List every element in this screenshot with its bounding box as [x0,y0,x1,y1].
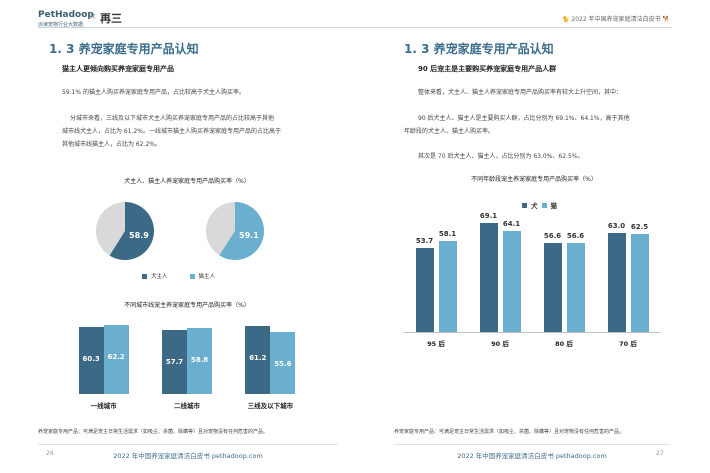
right-para-2: 90 后犬主人、猫主人是主要购买人群，占比分别为 69.1%、64.1%，高于其… [404,112,684,138]
city-bar-chart: 60.3 62.2 一线城市 57.7 58.8 二线城市 61.2 55.6 三线及以下城市 [62,316,312,411]
pie-slice-0 [109,202,154,260]
legend-swatch-cat [541,202,547,208]
legend-label-cat: 猫主人 [198,274,216,280]
category-label-1: 二线城市 [173,402,200,410]
bar-label-2-0: 61.2 [249,353,267,362]
legend-swatch-dog [142,273,147,279]
bar-2-0 [543,242,562,332]
city-bar-chart-title: 不同城市线宠主养宠家庭专用产品购买率（%） [124,302,250,309]
logo-subtitle: 派读宠物行业大数据 [38,22,84,28]
pie-slice-1 [219,202,264,260]
right-para-1: 整体来看，犬主人、猫主人养宠家庭专用产品购买率有较大上升空间，其中： [418,89,623,96]
bar-0-1 [103,324,129,394]
pie-legend: 犬主人 猫主人 [142,272,215,280]
bar-2-1 [566,242,585,332]
age-legend: 犬 猫 [522,200,557,210]
left-subtitle: 猫主人更倾向购买养宠家庭专用产品 [62,65,174,73]
pie-label-1: 59.1 [239,231,259,240]
right-subtitle: 90 后宠主是主要购买养宠家庭专用产品人群 [418,65,557,73]
legend-label-dog: 犬主人 [151,274,168,280]
category-label-3: 70 后 [619,340,637,348]
bar-1-0 [162,329,187,394]
partner-logo: 再三 [100,12,122,25]
bar-3-1 [630,233,649,332]
right-note: 养宠家庭专用产品：可满足宠主日常生活需求（如吸尘、杀菌、除螨等）且对宠物没有任何… [394,429,625,435]
left-page-number: 26 [46,450,54,457]
category-label-2: 80 后 [555,340,573,348]
right-footer: 2022 年中国养宠家庭清洁白皮书 pethadoop.com [457,452,607,460]
left-footer-divider [38,444,338,445]
bar-0-1 [438,240,457,332]
left-section-title: 1. 3 养宠家庭专用产品认知 [49,42,199,56]
right-section-title: 1. 3 养宠家庭专用产品认知 [404,42,554,56]
pethadoop-logo: PetHadoop 派读宠物行业大数据 [38,10,94,28]
bar-label-2-1: 56.6 [566,231,585,240]
bar-1-0 [479,223,498,332]
pie-chart-title: 犬主人、猫主人养宠家庭专用产品购买率（%） [124,178,250,185]
dog-icon: 🐕 [662,16,670,23]
x-axis-line [404,332,660,333]
legend-label-cat: 猫 [550,202,558,210]
bar-2-1 [270,332,296,394]
left-para-1: 59.1% 的猫主人购买养宠家庭专用产品，占比较高于犬主人购买率。 [62,89,245,96]
bar-3-0 [607,232,626,332]
bar-label-1-1: 64.1 [502,220,521,229]
bar-label-1-0: 69.1 [479,212,498,221]
left-para-2-line-2: 城市线犬主人，占比为 61.2%。一线城市猫主人购买养宠家庭专用产品的占比高于 [62,128,281,135]
bar-label-2-1: 55.6 [274,360,292,369]
category-label-2: 三线及以下城市 [247,402,294,410]
right-para-3: 其次是 70 后犬主人、猫主人，占比分别为 63.0%、62.5%。 [418,153,584,160]
logo-separator: × [89,12,97,22]
age-bar-chart-title: 不同年龄段宠主养宠家庭专用产品购买率（%） [471,176,597,183]
bar-label-0-0: 60.3 [82,354,100,363]
category-label-1: 90 后 [491,340,509,348]
bar-label-0-1: 62.2 [107,352,125,361]
legend-swatch-dog [522,202,527,208]
report-title: 🐈 2022 年中国养宠家庭清洁白皮书 🐕 [562,16,670,23]
legend-swatch-cat [189,273,195,279]
left-footer: 2022 年中国养宠家庭清洁白皮书 pethadoop.com [113,452,263,460]
bar-1-1 [502,231,521,332]
pie-label-0: 58.9 [129,231,149,240]
left-para-2: 分城市来看，三线及以下城市犬主人购买养宠家庭专用产品的占比较高于其他 城市线犬主… [62,112,342,151]
left-para-2-line-3: 其他城市线猫主人，占比为 62.2%。 [62,141,161,148]
header-divider [38,27,672,28]
bar-label-3-0: 63.0 [607,221,626,230]
age-bar-chart: 53.7 58.1 95 后 69.1 64.1 90 后 56.6 56.6 80 后 63.0… [404,212,660,349]
bar-1-1 [187,328,212,394]
legend-label-dog: 犬 [531,202,538,210]
bar-0-0 [78,326,104,394]
bar-label-2-0: 56.6 [543,231,562,240]
bar-2-0 [245,325,271,394]
right-para-2-line-2: 年龄段的犬主人、猫主人购买率。 [404,128,495,135]
right-footer-divider [394,444,670,445]
cat-icon: 🐈 [562,16,570,23]
bar-label-3-1: 62.5 [630,222,649,231]
bar-label-1-0: 57.7 [165,357,184,366]
left-note: 养宠家庭专用产品：可满足宠主日常生活需求（如吸尘、杀菌、除螨等）且对宠物没有任何… [38,429,269,435]
pie-chart: 58.9 59.1 [96,202,264,260]
category-label-0: 一线城市 [90,402,117,410]
right-para-2-line-1: 90 后犬主人、猫主人是主要购买人群，占比分别为 69.1%、64.1%，高于其… [418,115,630,122]
category-label-0: 95 后 [427,340,445,348]
bar-label-1-1: 58.8 [190,356,209,365]
bar-label-0-1: 58.1 [438,229,457,238]
right-page-number: 27 [656,450,664,457]
bar-label-0-0: 53.7 [415,236,434,245]
left-para-2-line-1: 分城市来看，三线及以下城市犬主人购买养宠家庭专用产品的占比较高于其他 [70,115,275,122]
bar-0-0 [415,247,434,332]
